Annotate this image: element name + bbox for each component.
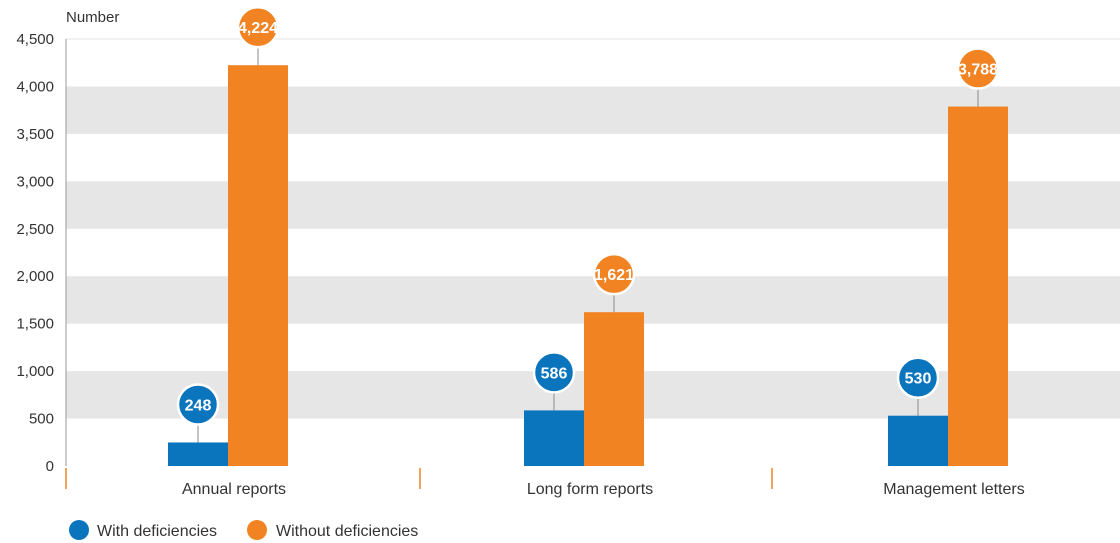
- x-axis: Annual reports Long form reports Managemen…: [65, 468, 1025, 498]
- legend-swatch: [247, 520, 267, 540]
- data-label-bubble: [236, 5, 280, 49]
- data-label-bubble: [896, 356, 940, 399]
- y-tick-label: 4,000: [16, 78, 54, 95]
- data-label: 530: [905, 371, 932, 388]
- bar-with-deficiencies: [168, 442, 228, 466]
- data-label-bubble: [592, 252, 636, 296]
- bar-without-deficiencies: [228, 65, 288, 466]
- y-tick-label: 3,500: [16, 126, 54, 143]
- y-tick-label: 3,000: [16, 173, 54, 190]
- bar-with-deficiencies: [524, 410, 584, 466]
- data-label-bubble: [532, 351, 576, 394]
- x-category-label: Management letters: [883, 481, 1024, 498]
- y-tick-label: 1,000: [16, 363, 54, 380]
- y-tick-label: 2,000: [16, 268, 54, 285]
- x-category-label: Long form reports: [527, 481, 653, 498]
- y-tick-label: 1,500: [16, 316, 54, 333]
- data-label: 4,224: [238, 20, 278, 37]
- x-category-label: Annual reports: [182, 481, 286, 498]
- data-label: 3,788: [958, 62, 998, 79]
- bar-without-deficiencies: [584, 312, 644, 466]
- y-axis: 0 500 1,000 1,500 2,000 2,500 3,000 3,500 4,000 4…: [16, 31, 67, 475]
- bar-with-deficiencies: [888, 415, 948, 466]
- bars: [168, 65, 1008, 467]
- data-label-bubble: [956, 47, 1000, 90]
- bar-without-deficiencies: [948, 106, 1008, 467]
- legend-label: Without deficiencies: [276, 523, 418, 540]
- y-tick-label: 500: [29, 411, 54, 428]
- data-label-bubble: [176, 383, 220, 426]
- y-axis-unit-label: Number: [66, 9, 119, 26]
- data-labels: 248 4,224 586 1,621 530 3,788: [176, 5, 1000, 443]
- legend-swatch: [69, 520, 89, 540]
- y-tick-label: 2,500: [16, 221, 54, 238]
- legend-label: With deficiencies: [97, 523, 217, 540]
- data-label: 1,621: [594, 267, 634, 284]
- y-tick-label: 4,500: [16, 31, 54, 48]
- data-label: 248: [185, 397, 212, 414]
- legend: With deficiencies Without deficiencies: [69, 520, 418, 540]
- data-label: 586: [541, 365, 568, 382]
- y-tick-label: 0: [46, 458, 54, 475]
